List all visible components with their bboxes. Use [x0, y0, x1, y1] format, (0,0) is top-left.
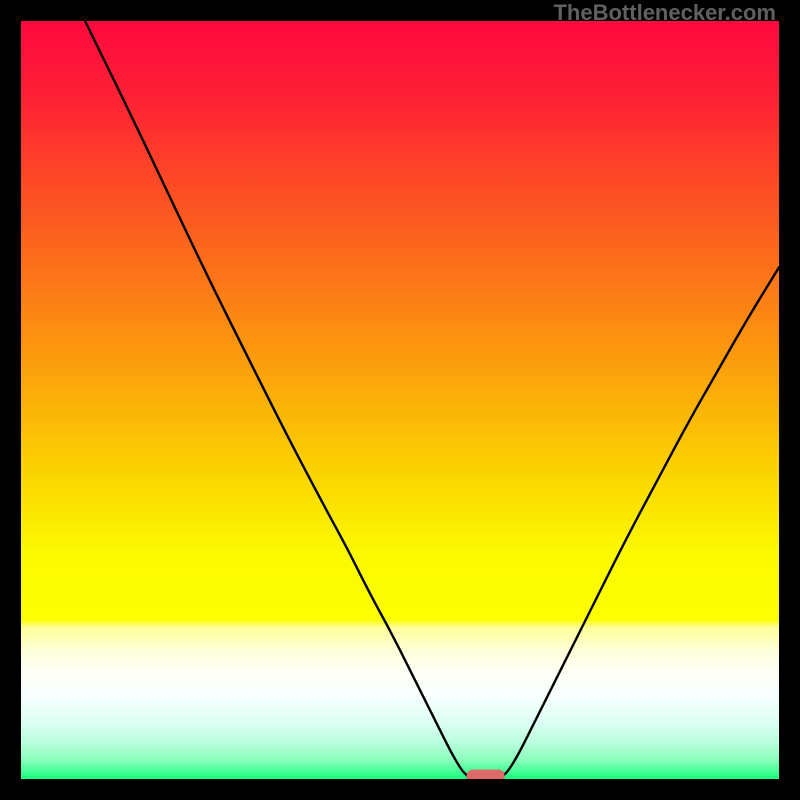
bottleneck-chart — [0, 0, 800, 800]
chart-border — [0, 0, 21, 800]
chart-border — [779, 0, 800, 800]
gradient-background — [21, 21, 779, 779]
chart-border — [0, 779, 800, 800]
watermark-link[interactable]: TheBottlenecker.com — [553, 0, 776, 26]
